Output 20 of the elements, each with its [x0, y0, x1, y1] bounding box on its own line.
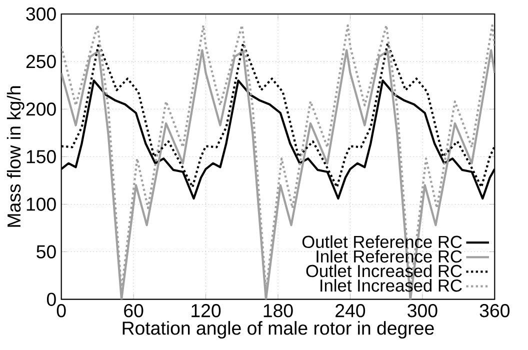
x-tick-label: 240	[336, 304, 366, 318]
y-tick-label: 100	[26, 198, 56, 211]
y-tick-label: 150	[26, 150, 56, 164]
legend-label: Outlet Increased RC	[306, 264, 462, 278]
y-tick-label: 50	[36, 245, 56, 258]
y-tick-label: 250	[26, 54, 56, 68]
x-tick-label: 0	[56, 304, 66, 318]
legend-label: Inlet Reference RC	[316, 250, 462, 263]
x-tick-label: 300	[408, 304, 438, 318]
y-tick-label: 300	[26, 7, 56, 21]
x-tick-label: 180	[264, 304, 293, 318]
x-tick-label: 120	[192, 304, 221, 318]
x-tick-label: 60	[124, 304, 144, 318]
x-tick-label: 360	[480, 304, 510, 318]
x-axis-title: Rotation angle of male rotor in degree	[122, 321, 434, 338]
y-tick-label: 200	[26, 102, 56, 116]
legend-label: Outlet Reference RC	[302, 235, 462, 248]
legend-label: Inlet Increased RC	[320, 278, 462, 292]
y-tick-label: 0	[46, 292, 56, 306]
y-axis-title: Mass flow in kg/h	[6, 86, 24, 227]
